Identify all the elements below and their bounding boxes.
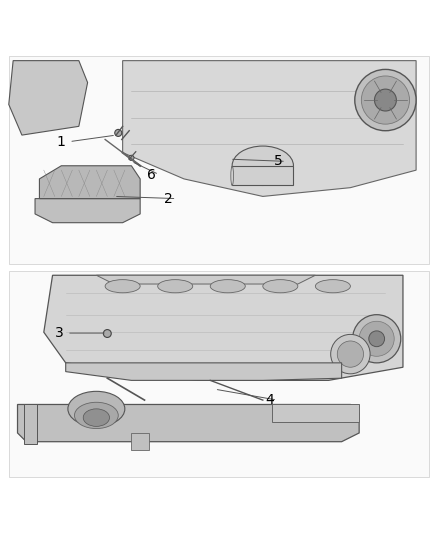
Ellipse shape xyxy=(103,329,111,337)
Ellipse shape xyxy=(105,280,140,293)
Text: 1: 1 xyxy=(57,135,66,149)
Polygon shape xyxy=(272,405,359,422)
Text: 3: 3 xyxy=(55,326,64,340)
Ellipse shape xyxy=(355,69,416,131)
Ellipse shape xyxy=(263,280,298,293)
Polygon shape xyxy=(35,199,140,223)
Ellipse shape xyxy=(74,402,118,429)
Polygon shape xyxy=(123,61,416,197)
Ellipse shape xyxy=(68,391,125,426)
Ellipse shape xyxy=(158,280,193,293)
Text: 2: 2 xyxy=(164,191,173,206)
Text: 4: 4 xyxy=(265,393,274,407)
Bar xyxy=(232,166,293,185)
Ellipse shape xyxy=(331,334,370,374)
Ellipse shape xyxy=(359,321,394,356)
Ellipse shape xyxy=(361,76,410,124)
Text: 6: 6 xyxy=(147,167,155,182)
Bar xyxy=(131,433,149,450)
Bar xyxy=(9,56,429,264)
Ellipse shape xyxy=(115,130,122,136)
Bar xyxy=(24,405,37,444)
Ellipse shape xyxy=(353,314,401,363)
Ellipse shape xyxy=(129,155,134,160)
Polygon shape xyxy=(9,61,88,135)
Polygon shape xyxy=(44,275,403,381)
Ellipse shape xyxy=(232,146,293,185)
Polygon shape xyxy=(18,405,359,442)
Text: 5: 5 xyxy=(274,155,283,168)
Ellipse shape xyxy=(337,341,364,367)
Bar xyxy=(9,271,429,477)
Ellipse shape xyxy=(315,280,350,293)
Ellipse shape xyxy=(210,280,245,293)
Polygon shape xyxy=(66,363,342,381)
Ellipse shape xyxy=(83,409,110,426)
Ellipse shape xyxy=(369,331,385,346)
Polygon shape xyxy=(96,275,315,284)
Polygon shape xyxy=(39,166,140,199)
Ellipse shape xyxy=(231,166,233,185)
Ellipse shape xyxy=(374,89,396,111)
